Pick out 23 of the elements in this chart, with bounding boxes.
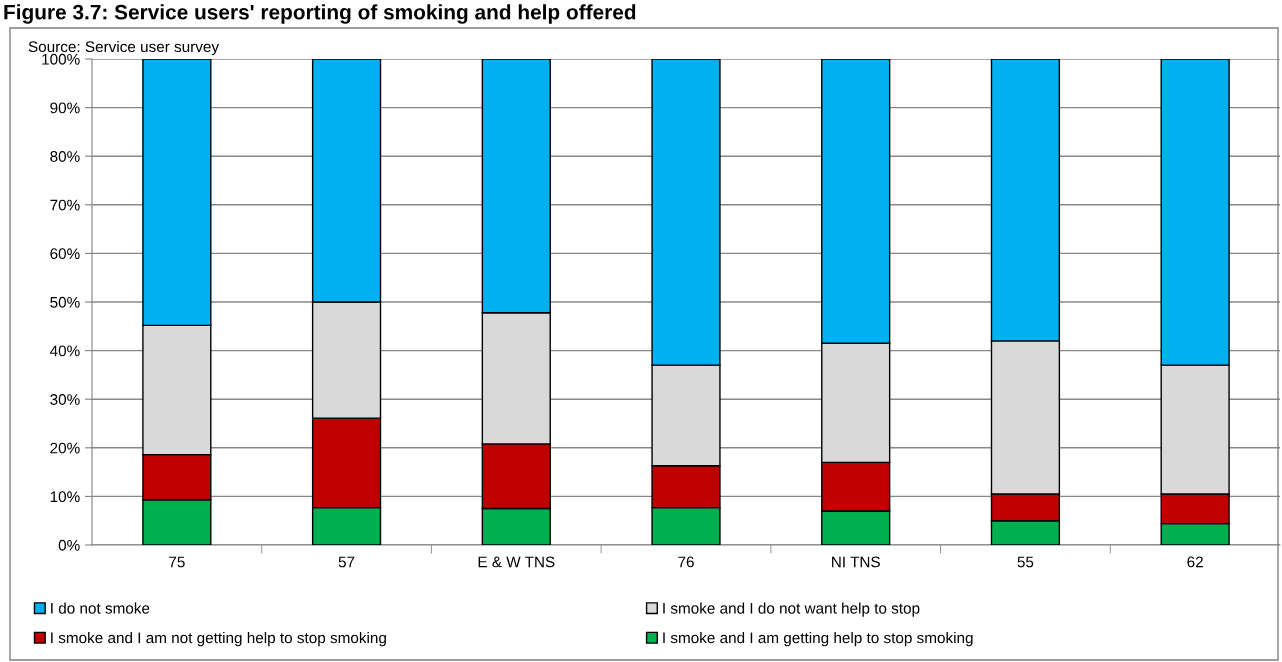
y-tick-label: 100% [42,53,80,65]
legend-label: I smoke and I am getting help to stop smoking [663,632,973,647]
x-tick-label: 75 [169,556,185,568]
y-tick-label: 50% [50,296,80,308]
x-tick-label: E & W TNS [478,556,555,568]
x-tick-label: NI TNS [832,556,880,568]
x-tick-label: 57 [338,556,355,568]
y-tick-label: 0% [58,539,80,551]
chart-title: Figure 3.7: Service users' reporting of smoking and help offered [4,4,636,24]
y-tick-label: 90% [50,102,80,114]
legend-label: I smoke and I am not getting help to stop smoking [51,632,386,647]
y-tick-label: 40% [49,345,80,357]
legend-label: I smoke and I do not want help to stop [663,602,920,617]
legend-label: I do not smoke [51,602,150,614]
x-tick-label: 76 [678,556,694,568]
y-tick-label: 10% [50,491,80,503]
x-tick-label: 55 [1017,556,1034,568]
x-tick-label: 62 [1187,556,1203,568]
y-tick-label: 30% [50,394,80,405]
y-tick-label: 70% [50,199,80,211]
y-tick-label: 80% [50,151,80,162]
y-tick-label: 20% [50,442,80,454]
y-tick-label: 60% [50,248,80,260]
